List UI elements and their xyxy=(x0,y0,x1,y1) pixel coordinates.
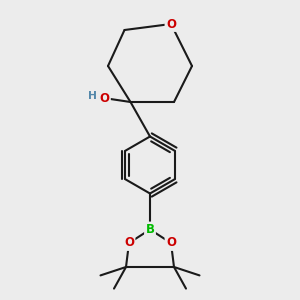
Text: O: O xyxy=(99,92,110,106)
Text: O: O xyxy=(166,236,176,250)
Text: O: O xyxy=(124,236,134,250)
Text: H: H xyxy=(88,91,97,101)
Text: O: O xyxy=(166,17,176,31)
Text: B: B xyxy=(146,223,154,236)
